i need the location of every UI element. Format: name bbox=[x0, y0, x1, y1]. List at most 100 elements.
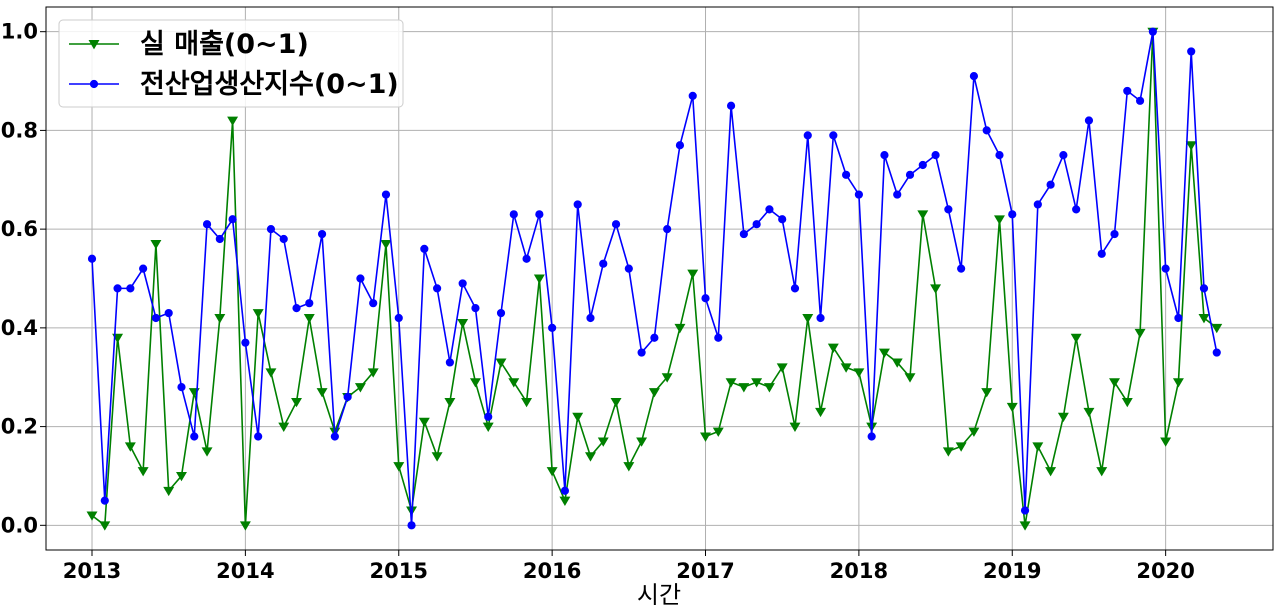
legend-marker bbox=[88, 40, 100, 50]
data-point bbox=[661, 373, 673, 383]
data-point bbox=[763, 383, 775, 393]
data-point bbox=[522, 254, 531, 263]
data-point bbox=[367, 368, 379, 378]
data-point bbox=[931, 150, 940, 160]
data-point bbox=[853, 368, 865, 378]
x-tick-label: 2017 bbox=[676, 559, 734, 583]
y-tick-label: 0.8 bbox=[1, 118, 38, 142]
data-point bbox=[252, 309, 264, 319]
data-point bbox=[509, 210, 518, 219]
data-point bbox=[957, 264, 966, 273]
data-point bbox=[573, 200, 582, 209]
data-point bbox=[1070, 333, 1082, 344]
data-point bbox=[636, 437, 648, 447]
data-point bbox=[548, 323, 557, 332]
data-point bbox=[765, 205, 774, 214]
data-point bbox=[303, 314, 315, 324]
data-point bbox=[126, 284, 135, 293]
data-point bbox=[150, 239, 162, 250]
data-point bbox=[433, 284, 442, 293]
y-tick-label: 0.0 bbox=[1, 513, 38, 537]
data-point bbox=[867, 432, 876, 441]
y-tick-label: 0.6 bbox=[1, 217, 38, 241]
data-point bbox=[982, 126, 991, 135]
data-point bbox=[650, 333, 659, 342]
data-point bbox=[445, 358, 454, 367]
x-tick-label: 2019 bbox=[983, 559, 1041, 583]
data-point bbox=[420, 244, 429, 253]
data-point bbox=[354, 383, 366, 393]
data-point bbox=[265, 368, 277, 378]
data-point bbox=[139, 264, 148, 273]
legend: 실 매출(0~1) 전산업생산지수(0~1) bbox=[58, 19, 404, 108]
data-point bbox=[994, 215, 1005, 225]
data-point bbox=[725, 378, 737, 388]
legend-marker bbox=[89, 79, 99, 89]
data-point bbox=[278, 422, 290, 432]
data-point bbox=[1097, 249, 1106, 258]
legend-label-production: 전산업생산지수(0~1) bbox=[140, 69, 399, 100]
x-tick-label: 2016 bbox=[523, 559, 581, 583]
data-point bbox=[86, 511, 98, 521]
data-point bbox=[99, 521, 111, 531]
data-point bbox=[164, 308, 173, 318]
data-point bbox=[1110, 229, 1119, 239]
data-point bbox=[893, 190, 902, 199]
data-point bbox=[227, 116, 239, 126]
data-point bbox=[177, 383, 186, 392]
data-point bbox=[1199, 284, 1209, 293]
data-point bbox=[228, 215, 237, 224]
data-point bbox=[637, 348, 646, 357]
legend-marker-production bbox=[89, 79, 99, 89]
y-axis-ticks: 0.0 0.2 0.4 0.6 0.8 1.0 bbox=[1, 20, 46, 537]
x-axis-label: 시간 bbox=[637, 581, 681, 609]
data-point bbox=[484, 412, 493, 421]
data-point bbox=[316, 388, 328, 398]
data-point bbox=[343, 392, 352, 402]
data-point bbox=[163, 486, 175, 497]
data-point bbox=[790, 284, 800, 293]
data-point bbox=[917, 210, 929, 220]
data-point bbox=[190, 432, 199, 441]
data-point bbox=[356, 274, 365, 283]
data-point bbox=[687, 269, 699, 279]
x-tick-label: 2015 bbox=[370, 559, 428, 583]
data-point bbox=[738, 383, 750, 393]
data-point bbox=[508, 378, 520, 388]
data-point bbox=[113, 284, 122, 293]
data-point bbox=[981, 388, 993, 398]
data-point bbox=[880, 150, 889, 160]
data-point bbox=[944, 205, 953, 214]
data-point bbox=[700, 432, 711, 442]
data-point bbox=[585, 452, 596, 462]
data-point bbox=[100, 496, 109, 505]
data-point bbox=[701, 294, 710, 303]
data-point bbox=[137, 467, 149, 477]
data-point bbox=[854, 190, 863, 199]
data-point bbox=[969, 72, 979, 81]
data-point bbox=[1046, 180, 1055, 189]
data-point bbox=[1185, 141, 1197, 151]
data-point bbox=[482, 422, 494, 432]
data-point bbox=[291, 397, 302, 408]
data-point bbox=[457, 318, 469, 329]
data-point bbox=[840, 363, 852, 373]
data-point bbox=[623, 462, 635, 472]
data-point bbox=[802, 314, 814, 324]
data-point bbox=[369, 299, 378, 308]
data-point bbox=[752, 220, 761, 229]
data-point bbox=[789, 422, 801, 432]
data-point bbox=[292, 304, 301, 313]
data-point bbox=[597, 437, 609, 447]
data-point bbox=[829, 131, 838, 140]
data-point bbox=[87, 254, 97, 263]
data-point bbox=[317, 229, 327, 239]
x-tick-label: 2014 bbox=[216, 559, 274, 583]
data-point bbox=[393, 462, 405, 472]
data-point bbox=[535, 210, 544, 219]
data-point bbox=[624, 264, 633, 273]
data-point bbox=[241, 338, 250, 347]
data-point bbox=[176, 472, 187, 482]
data-point bbox=[214, 314, 226, 324]
data-point bbox=[675, 141, 685, 150]
